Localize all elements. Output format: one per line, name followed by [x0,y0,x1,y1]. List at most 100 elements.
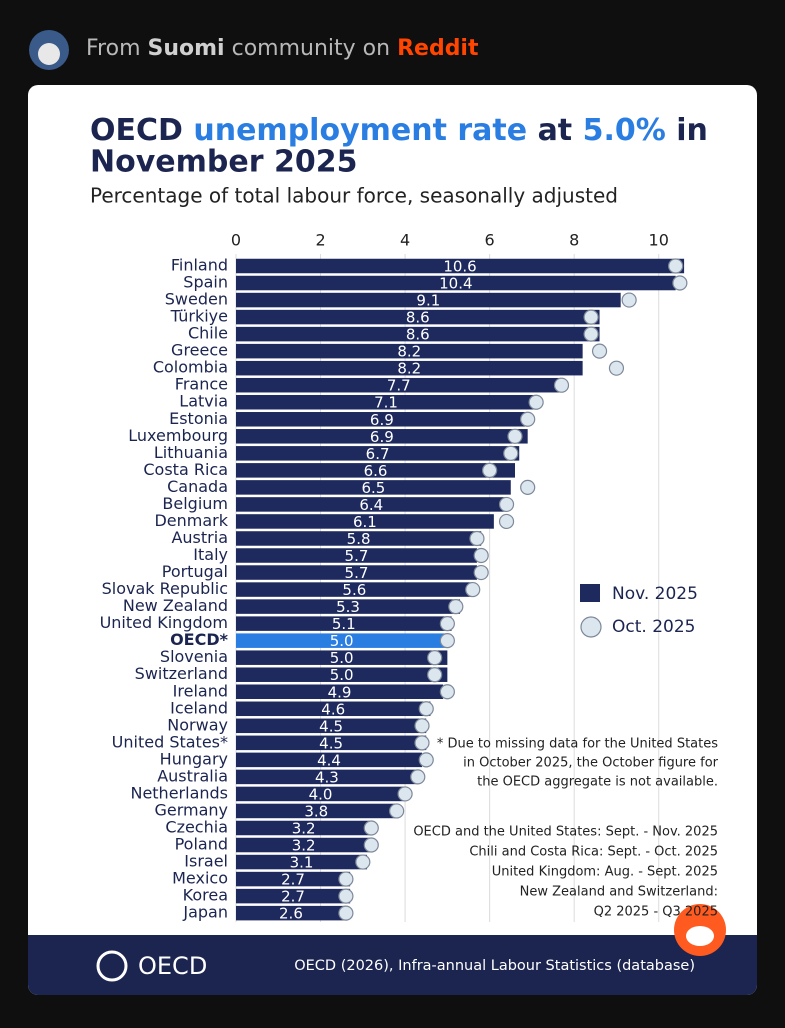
bar [236,360,583,376]
category-label: Belgium [162,494,228,513]
category-label: Japan [182,903,228,922]
oct-marker [583,309,599,325]
value-label: 9.1 [416,292,440,310]
bar [236,667,448,682]
oct-marker [507,428,523,444]
oct-marker [553,377,570,393]
value-label: 4.0 [309,785,333,803]
x-tick-label: 4 [400,231,410,250]
bar [236,343,583,359]
category-label: OECD* [170,630,229,649]
bar [236,650,448,665]
bar [236,701,431,717]
bar [236,837,372,853]
bar [236,888,351,904]
bar [236,616,452,631]
value-label: 6.1 [353,513,377,531]
oct-marker [520,411,536,427]
chart-subtitle: Percentage of total labour force, season… [90,184,618,208]
value-label: 5.0 [330,632,354,650]
oct-marker [389,803,405,819]
period-note: New Zealand and Switzerland: [520,885,718,900]
oct-marker [439,633,455,649]
oct-marker [439,684,455,700]
oct-marker [528,394,544,410]
category-label: Australia [157,766,228,785]
category-label: Costa Rica [143,460,228,479]
category-label: Türkiye [170,307,228,326]
chart-title: OECD unemployment rate at 5.0% in [90,113,708,148]
bar [236,377,562,393]
oct-marker [668,258,684,274]
category-label: Greece [171,341,228,360]
period-note: Q2 2025 - Q3 2025 [594,905,718,920]
value-label: 4.5 [319,717,343,735]
category-label: Spain [183,273,228,292]
legend-label: Nov. 2025 [612,584,698,604]
logo-text: OECD [138,952,207,980]
value-label: 4.4 [317,751,341,769]
bar [236,684,444,699]
category-label: Germany [154,800,228,819]
category-label: Israel [184,852,228,871]
value-label: 5.7 [345,547,369,565]
bar [236,309,600,325]
oct-marker [355,854,371,870]
oct-marker [503,445,519,461]
oct-marker [414,735,430,751]
oct-marker [418,752,434,768]
category-label: Ireland [173,681,228,700]
category-label: Latvia [179,392,228,411]
oct-marker [498,513,515,530]
x-tick-label: 8 [569,231,579,250]
value-label: 4.5 [319,734,343,752]
bar [236,854,368,870]
oct-marker [473,564,489,581]
value-label: 8.2 [397,343,421,361]
logo-icon [96,950,128,982]
category-label: Canada [167,477,228,496]
bar [236,633,448,648]
value-label: 10.6 [443,258,476,276]
site-name[interactable]: Reddit [397,36,479,61]
oct-marker [410,769,426,785]
title-part: 5.0% [583,113,666,148]
source: OECD (2026), Infra-annual Labour Statist… [294,958,695,974]
bar [236,275,676,291]
category-label: Slovak Republic [102,579,228,598]
period-note: Chili and Costa Rica: Sept. - Oct. 2025 [469,845,718,860]
post-header: From Suomi community on Reddit [86,36,479,61]
bar [236,412,528,427]
oct-marker [439,616,455,632]
category-label: Slovenia [160,647,228,666]
header-text: community on [232,36,390,61]
community-name[interactable]: Suomi [148,36,225,61]
value-label: 8.2 [397,360,421,378]
category-label: New Zealand [123,596,228,615]
bar [236,394,537,410]
category-label: Netherlands [130,783,228,802]
oct-marker [448,598,464,615]
category-label: Portugal [162,562,228,581]
oct-marker [498,496,515,513]
value-label: 7.1 [374,394,398,412]
bar [236,548,477,563]
value-label: 6.9 [370,428,394,446]
value-label: 6.6 [364,462,388,480]
category-label: United Kingdom [100,613,228,632]
oct-marker [363,820,379,836]
note: in October 2025, the October figure for [463,756,719,771]
oct-marker [672,275,688,291]
category-label: Sweden [165,290,228,309]
category-label: Estonia [169,409,228,428]
category-label: Finland [171,256,228,275]
oct-marker [418,701,434,717]
value-label: 2.6 [279,905,303,923]
value-label: 6.7 [366,445,390,463]
value-label: 6.9 [370,411,394,429]
note: the OECD aggregate is not available. [477,775,718,790]
bar [236,258,685,274]
title-part: at [538,113,573,148]
value-label: 5.0 [330,649,354,667]
